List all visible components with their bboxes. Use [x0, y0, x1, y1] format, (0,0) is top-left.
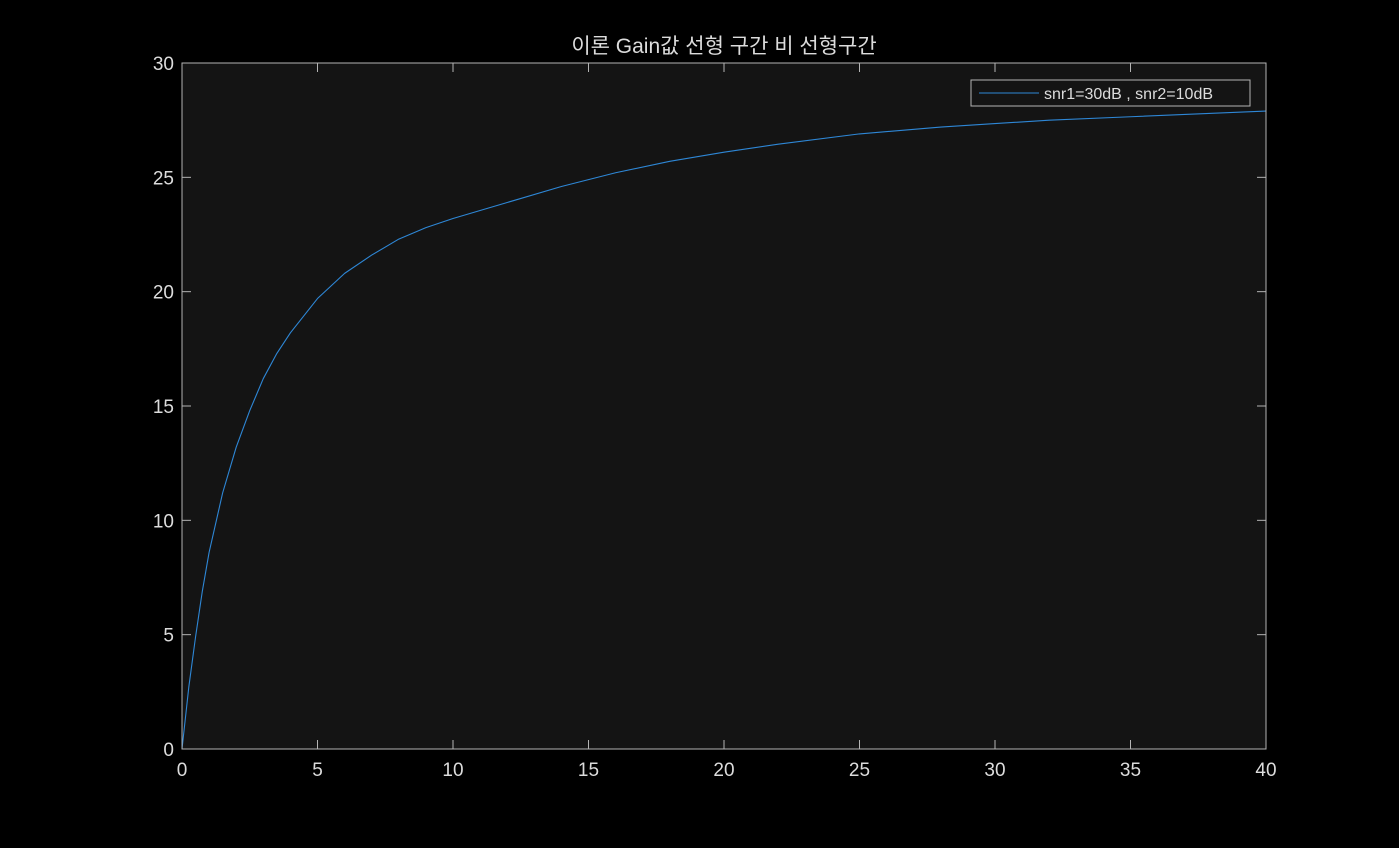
x-tick-label: 20: [713, 760, 734, 781]
x-tick-label: 10: [442, 760, 463, 781]
legend-label: snr1=30dB , snr2=10dB: [1044, 86, 1213, 103]
series-layer: [181, 110, 1267, 750]
y-tick-label: 20: [153, 283, 174, 304]
x-tick-label: 0: [177, 760, 188, 781]
x-tick-label: 40: [1255, 760, 1276, 781]
series-line: [181, 110, 1267, 750]
y-tick-label: 0: [163, 740, 174, 761]
y-tick-label: 15: [153, 397, 174, 418]
y-tick-label: 10: [153, 511, 174, 532]
axis-ticks: 0 5 10 15 20 25 30 35 40 0 5 10 15 20 25 30: [153, 54, 1277, 781]
x-tick-label: 15: [578, 760, 599, 781]
x-tick-label: 35: [1120, 760, 1141, 781]
legend: snr1=30dB , snr2=10dB: [970, 79, 1251, 107]
axes-frame: [181, 62, 1267, 750]
x-tick-label: 5: [312, 760, 323, 781]
x-tick-label: 25: [849, 760, 870, 781]
y-tick-label: 25: [153, 168, 174, 189]
y-tick-label: 30: [153, 54, 174, 75]
y-tick-label: 5: [163, 626, 174, 647]
x-tick-label: 30: [984, 760, 1005, 781]
chart-title: 이론 Gain값 선형 구간 비 선형구간: [571, 35, 876, 58]
plot-area: [182, 63, 1266, 749]
